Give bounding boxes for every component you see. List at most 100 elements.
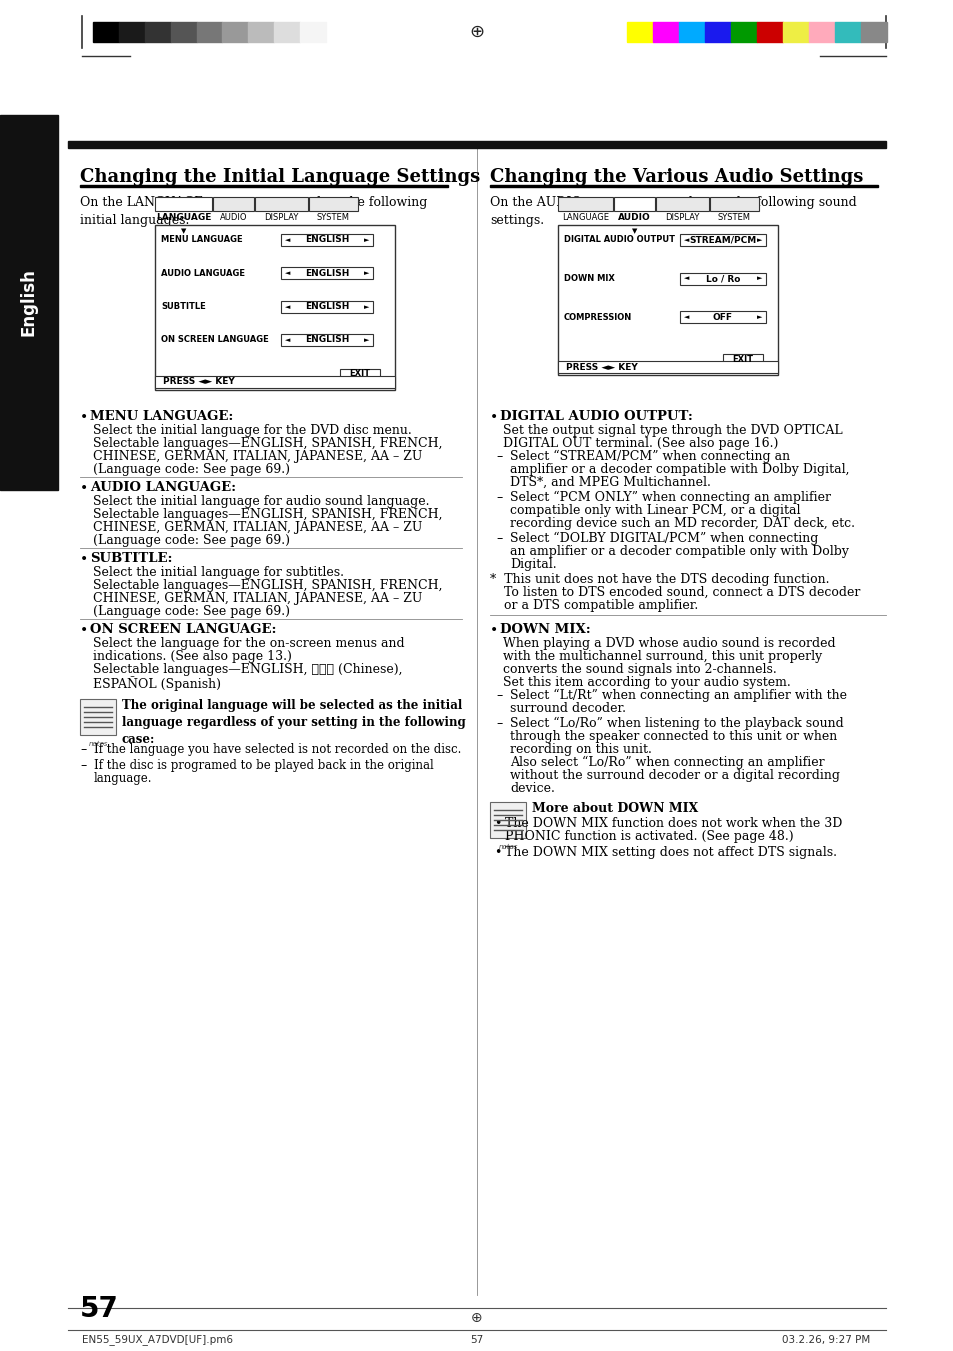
Text: On the LANGUAGE menu, you can select the following
initial languages.: On the LANGUAGE menu, you can select the… (80, 196, 427, 227)
Bar (222, 22, 248, 42)
Bar (281, 234, 373, 246)
Text: ⊕: ⊕ (469, 23, 484, 41)
Text: The DOWN MIX setting does not affect DTS signals.: The DOWN MIX setting does not affect DTS… (504, 846, 836, 859)
Text: On the AUDIO menu, you can change the following sound
settings.: On the AUDIO menu, you can change the fo… (490, 196, 856, 227)
Text: amplifier or a decoder compatible with Dolby Digital,: amplifier or a decoder compatible with D… (510, 463, 848, 476)
Text: ON SCREEN LANGUAGE: ON SCREEN LANGUAGE (161, 335, 269, 345)
Text: DIGITAL AUDIO OUTPUT:: DIGITAL AUDIO OUTPUT: (499, 409, 692, 423)
Text: ▼: ▼ (181, 228, 187, 234)
Bar (757, 22, 782, 42)
Text: ►: ► (756, 315, 761, 320)
Text: ◄: ◄ (683, 315, 689, 320)
Text: –: – (80, 759, 86, 771)
Text: Select the language for the on-screen menus and: Select the language for the on-screen me… (92, 638, 404, 650)
Text: LANGUAGE: LANGUAGE (561, 213, 608, 223)
Text: Selectable languages—ENGLISH, SPANISH, FRENCH,: Selectable languages—ENGLISH, SPANISH, F… (92, 436, 442, 450)
Bar (679, 311, 765, 323)
Text: (Language code: See page 69.): (Language code: See page 69.) (92, 463, 290, 476)
Text: ►: ► (363, 236, 369, 243)
Text: MENU LANGUAGE:: MENU LANGUAGE: (90, 409, 233, 423)
Bar (248, 22, 274, 42)
Text: with the multichannel surround, this unit properly: with the multichannel surround, this uni… (502, 650, 821, 663)
Text: Select “Lo/Ro” when listening to the playback sound: Select “Lo/Ro” when listening to the pla… (510, 717, 842, 731)
Bar (614, 197, 655, 211)
Text: language.: language. (94, 771, 152, 785)
Text: indications. (See also page 13.): indications. (See also page 13.) (92, 650, 292, 663)
Text: PRESS ◄► KEY: PRESS ◄► KEY (163, 377, 234, 386)
Text: notes: notes (89, 740, 108, 747)
Bar (652, 22, 679, 42)
Text: Changing the Various Audio Settings: Changing the Various Audio Settings (490, 168, 862, 186)
Text: without the surround decoder or a digital recording: without the surround decoder or a digita… (510, 769, 840, 782)
Bar (679, 273, 765, 285)
Text: If the disc is programed to be played back in the original: If the disc is programed to be played ba… (94, 759, 434, 771)
Text: EXIT: EXIT (732, 354, 753, 363)
Text: Select “PCM ONLY” when connecting an amplifier: Select “PCM ONLY” when connecting an amp… (510, 490, 830, 504)
Bar (490, 185, 877, 186)
Text: •: • (494, 846, 501, 859)
Text: device.: device. (510, 782, 555, 794)
Text: ◄: ◄ (683, 276, 689, 281)
Text: Lo / Ro: Lo / Ro (705, 274, 740, 284)
Text: Select “STREAM/PCM” when connecting an: Select “STREAM/PCM” when connecting an (510, 450, 789, 463)
Text: •: • (80, 623, 89, 638)
Bar (679, 234, 765, 246)
Text: ENGLISH: ENGLISH (305, 235, 349, 245)
Text: *  This unit does not have the DTS decoding function.: * This unit does not have the DTS decodi… (490, 573, 828, 586)
Text: Select the initial language for the DVD disc menu.: Select the initial language for the DVD … (92, 424, 412, 436)
Text: 57: 57 (470, 1335, 483, 1346)
Text: ON SCREEN LANGUAGE:: ON SCREEN LANGUAGE: (90, 623, 276, 636)
Bar (300, 22, 326, 42)
Text: To listen to DTS encoded sound, connect a DTS decoder: To listen to DTS encoded sound, connect … (503, 586, 860, 598)
Text: SYSTEM: SYSTEM (718, 213, 750, 223)
Text: OFF: OFF (712, 312, 732, 322)
Bar (154, 226, 395, 390)
Text: converts the sound signals into 2-channels.: converts the sound signals into 2-channe… (502, 663, 776, 676)
Text: ►: ► (363, 336, 369, 343)
Bar (171, 22, 196, 42)
Text: More about DOWN MIX: More about DOWN MIX (532, 802, 698, 815)
Text: ENGLISH: ENGLISH (305, 335, 349, 345)
Bar (119, 22, 145, 42)
Text: Selectable languages—ENGLISH, 中文语 (Chinese),: Selectable languages—ENGLISH, 中文语 (Chine… (92, 663, 402, 676)
Bar (704, 22, 730, 42)
Text: When playing a DVD whose audio sound is recorded: When playing a DVD whose audio sound is … (502, 638, 835, 650)
Text: CHINESE, GERMAN, ITALIAN, JAPANESE, AA – ZU: CHINESE, GERMAN, ITALIAN, JAPANESE, AA –… (92, 521, 422, 534)
Text: (Language code: See page 69.): (Language code: See page 69.) (92, 605, 290, 617)
Text: surround decoder.: surround decoder. (510, 703, 625, 715)
Bar (626, 22, 652, 42)
Bar (808, 22, 834, 42)
Text: SUBTITLE:: SUBTITLE: (90, 553, 172, 565)
Text: DOWN MIX:: DOWN MIX: (499, 623, 590, 636)
Bar (145, 22, 171, 42)
Bar (213, 197, 253, 211)
Bar (722, 354, 762, 363)
Text: PRESS ◄► KEY: PRESS ◄► KEY (565, 362, 638, 372)
Text: Changing the Initial Language Settings: Changing the Initial Language Settings (80, 168, 479, 186)
Bar (782, 22, 808, 42)
Text: •: • (80, 409, 89, 424)
Text: notes: notes (497, 844, 517, 850)
Text: EN55_59UX_A7DVD[UF].pm6: EN55_59UX_A7DVD[UF].pm6 (82, 1335, 233, 1346)
Bar (281, 301, 373, 312)
Bar (339, 369, 379, 380)
Bar (281, 334, 373, 346)
Text: through the speaker connected to this unit or when: through the speaker connected to this un… (510, 730, 837, 743)
Text: DISPLAY: DISPLAY (264, 213, 298, 223)
Bar (154, 376, 395, 388)
Bar (309, 197, 357, 211)
Text: •: • (490, 623, 497, 638)
Text: recording on this unit.: recording on this unit. (510, 743, 651, 757)
Text: DIGITAL AUDIO OUTPUT: DIGITAL AUDIO OUTPUT (563, 235, 675, 245)
Text: STREAM/PCM: STREAM/PCM (689, 235, 756, 245)
Text: AUDIO LANGUAGE:: AUDIO LANGUAGE: (90, 481, 236, 494)
Text: English: English (20, 269, 38, 336)
Text: PHONIC function is activated. (See page 48.): PHONIC function is activated. (See page … (504, 830, 793, 843)
Text: (Language code: See page 69.): (Language code: See page 69.) (92, 534, 290, 547)
Bar (679, 22, 704, 42)
Text: ◄: ◄ (683, 236, 689, 243)
Text: an amplifier or a decoder compatible only with Dolby: an amplifier or a decoder compatible onl… (510, 544, 848, 558)
Bar (656, 197, 708, 211)
Text: AUDIO LANGUAGE: AUDIO LANGUAGE (161, 269, 245, 278)
Bar (834, 22, 861, 42)
